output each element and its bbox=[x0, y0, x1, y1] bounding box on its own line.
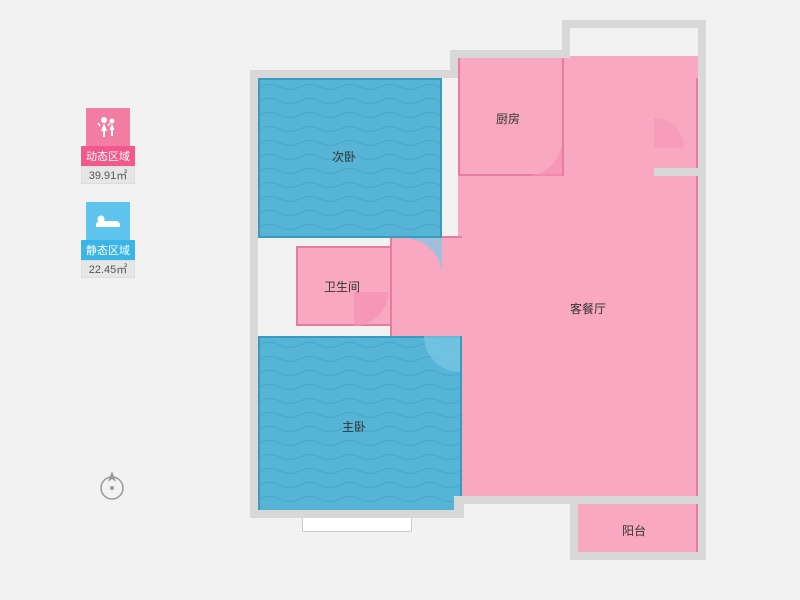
label-kitchen: 厨房 bbox=[496, 110, 520, 127]
label-master-bedroom: 主卧 bbox=[342, 418, 366, 435]
label-balcony: 阳台 bbox=[622, 522, 646, 539]
sleep-icon bbox=[86, 202, 130, 240]
legend-dynamic-area: 39.91㎡ bbox=[81, 166, 135, 184]
people-icon bbox=[86, 108, 130, 146]
legend-panel: 动态区域 39.91㎡ 静态区域 22.45㎡ bbox=[78, 108, 138, 296]
wall-segment bbox=[250, 510, 464, 518]
wall-segment bbox=[698, 496, 706, 560]
wall-segment bbox=[698, 20, 706, 176]
floorplan: 次卧 厨房 卫生间 客餐厅 主卧 阳台 bbox=[250, 20, 720, 580]
legend-static: 静态区域 22.45㎡ bbox=[78, 202, 138, 278]
wall-segment bbox=[250, 70, 258, 516]
wall-segment bbox=[450, 50, 570, 58]
legend-static-area: 22.45㎡ bbox=[81, 260, 135, 278]
wall-segment bbox=[698, 168, 706, 504]
opening-master bbox=[302, 516, 412, 532]
wall-segment bbox=[454, 496, 464, 518]
wall-segment bbox=[562, 20, 706, 28]
wall-notch bbox=[654, 78, 698, 176]
label-bathroom: 卫生间 bbox=[324, 278, 360, 295]
wall-segment bbox=[454, 496, 578, 504]
label-secondary-bedroom: 次卧 bbox=[332, 148, 356, 165]
wall-segment bbox=[570, 496, 706, 504]
legend-static-label: 静态区域 bbox=[81, 240, 135, 260]
wall-segment bbox=[570, 552, 706, 560]
label-living: 客餐厅 bbox=[570, 300, 606, 317]
compass-icon bbox=[95, 468, 129, 507]
room-hallway bbox=[390, 236, 462, 338]
wall-segment bbox=[570, 496, 578, 560]
room-living-ext bbox=[562, 56, 698, 80]
wall-segment bbox=[250, 70, 450, 78]
legend-dynamic: 动态区域 39.91㎡ bbox=[78, 108, 138, 184]
legend-dynamic-label: 动态区域 bbox=[81, 146, 135, 166]
